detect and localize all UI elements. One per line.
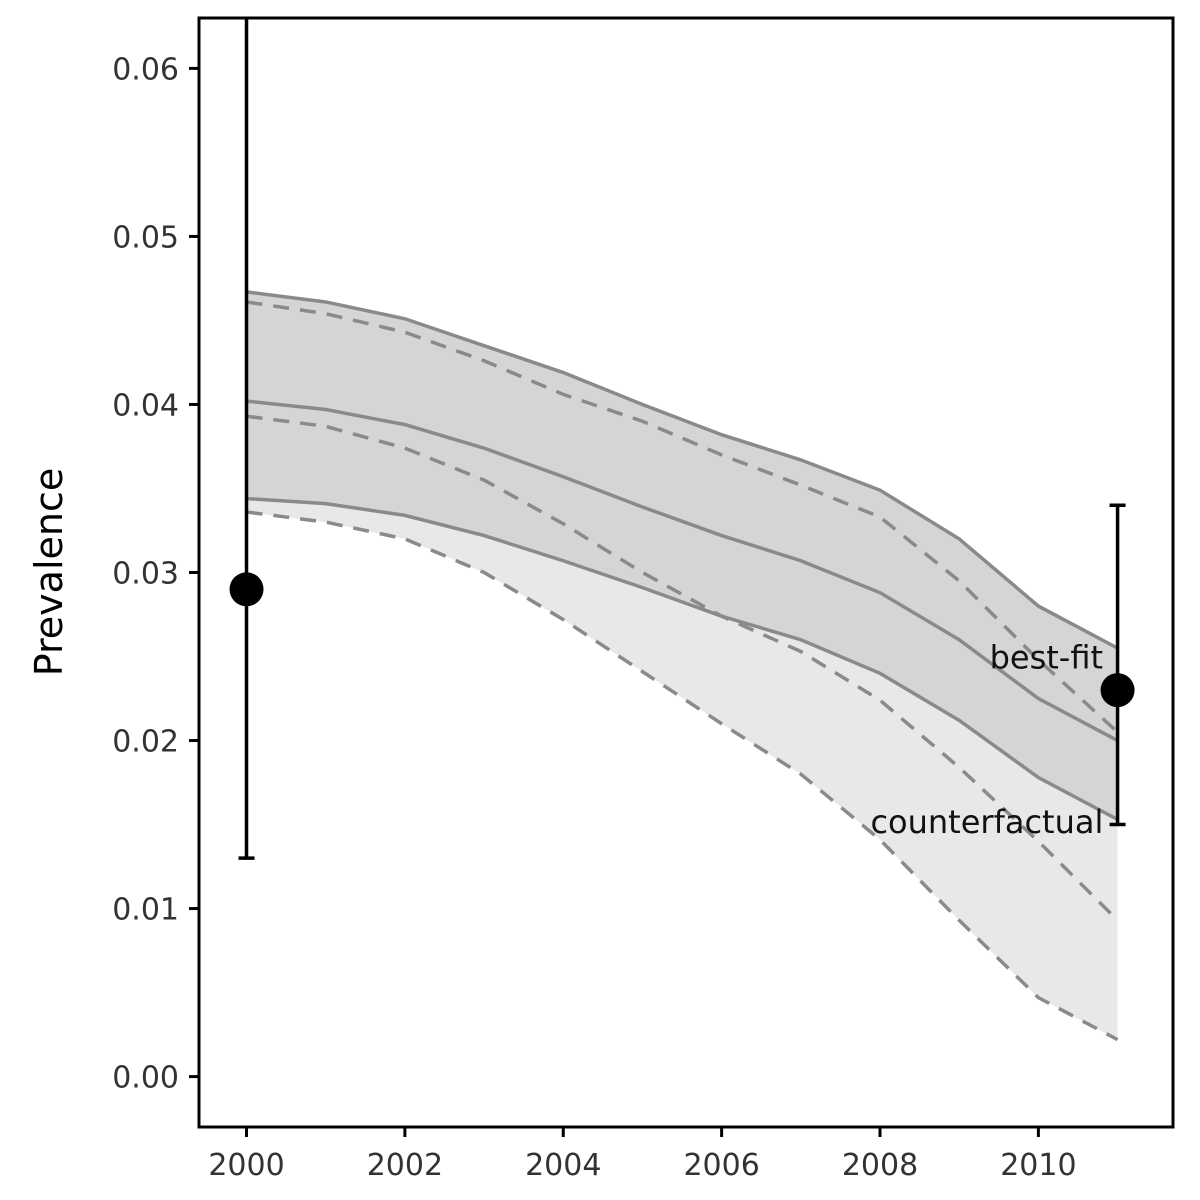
x-tick-label-0: 2000 [208,1148,284,1183]
band-area-1 [246,291,1118,820]
y-tick-label-5: 0.05 [112,220,179,255]
y-tick-label-3: 0.03 [112,557,179,592]
x-axis: 2000 2002 2004 2006 2008 2010 [208,1127,1077,1183]
band-line-0-lower [246,510,1119,1042]
y-tick-label-6: 0.06 [112,52,179,87]
y-tick-label-1: 0.01 [112,893,179,928]
band-line-1-lower [246,496,1119,822]
band-line-0-middle [246,414,1119,922]
x-tick-label-1: 2002 [367,1148,443,1183]
annotations-layer: best-fit counterfactual [870,638,1103,841]
band-line-1-upper [246,290,1119,650]
y-axis: 0.00 0.01 0.02 0.03 0.04 0.05 0.06 [112,52,199,1096]
x-tick-label-4: 2008 [842,1148,918,1183]
y-axis-title: Prevalence [27,468,71,676]
observation-point-1 [1100,673,1135,708]
x-tick-label-2: 2004 [525,1148,601,1183]
band-line-0-upper [246,300,1119,734]
x-tick-label-3: 2006 [683,1148,759,1183]
y-tick-label-2: 0.02 [112,725,179,760]
observations-layer [229,18,1135,860]
annotation-0: best-fit [990,638,1103,676]
bands-layer [246,291,1118,1040]
annotation-1: counterfactual [870,803,1103,841]
y-tick-label-0: 0.00 [112,1061,179,1096]
observation-point-0 [229,572,264,607]
band-line-1-middle [246,399,1119,743]
x-tick-label-5: 2010 [1000,1148,1076,1183]
y-tick-label-4: 0.04 [112,388,179,423]
band-lines-layer [246,290,1119,1042]
